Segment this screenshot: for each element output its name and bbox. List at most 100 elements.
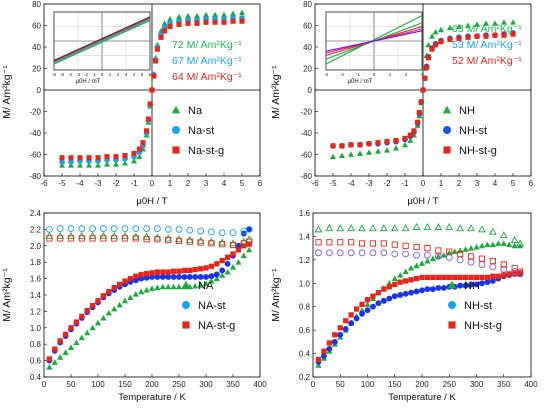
data-point: [342, 326, 349, 332]
data-point: [208, 240, 215, 247]
data-point: [375, 148, 381, 154]
data-point: [462, 282, 469, 289]
data-point: [484, 279, 491, 286]
data-point: [407, 132, 413, 138]
data-point: [165, 236, 172, 244]
legend-label: Na-st: [188, 125, 214, 137]
y-tick-label: 2.0: [30, 242, 42, 251]
data-point: [315, 249, 322, 257]
data-point: [158, 34, 164, 40]
y-tick-label: 80: [303, 0, 312, 9]
data-point: [484, 274, 491, 281]
data-point: [501, 19, 507, 25]
data-point: [194, 20, 200, 26]
inset-x-tick-label: -6: [52, 72, 56, 77]
data-point: [167, 16, 173, 22]
data-point: [370, 293, 376, 299]
data-point: [495, 240, 502, 246]
data-point: [402, 135, 408, 141]
data-point: [202, 280, 210, 286]
legend-marker-square: [172, 146, 180, 154]
data-point: [438, 39, 444, 45]
x-tick-label: 100: [91, 380, 105, 389]
data-point: [337, 331, 344, 338]
x-tick-label: 0: [150, 179, 155, 188]
saturation-annotation: 67 M/ Am²Kg⁻¹: [172, 55, 242, 67]
x-tick-label: 250: [172, 380, 186, 389]
inset-x-tick-label: -1: [356, 72, 360, 77]
legend-marker-square: [182, 321, 190, 329]
data-point: [474, 21, 480, 27]
inset-x-tick-label: -3: [324, 72, 328, 77]
data-point: [465, 34, 471, 40]
data-point: [154, 225, 161, 232]
data-point: [384, 139, 390, 145]
data-point: [84, 307, 90, 314]
data-point: [353, 315, 360, 322]
series-Na-st-g: [59, 18, 245, 161]
data-point: [468, 281, 474, 288]
data-point: [339, 143, 345, 149]
data-point: [203, 274, 209, 280]
data-point: [68, 325, 74, 331]
data-point: [467, 258, 475, 266]
data-point: [68, 155, 74, 161]
data-point: [246, 246, 253, 253]
data-point: [104, 161, 110, 167]
data-point: [348, 151, 354, 157]
data-point: [457, 282, 464, 289]
y-tick-label: 0: [308, 86, 313, 95]
data-point: [161, 20, 168, 26]
data-point: [154, 274, 161, 280]
data-point: [343, 318, 349, 324]
data-point: [380, 297, 387, 304]
data-point: [478, 255, 486, 262]
data-point: [154, 236, 161, 243]
data-point: [84, 329, 91, 336]
data-point: [393, 145, 399, 151]
data-point: [131, 150, 137, 156]
data-point: [435, 247, 442, 254]
x-tick-label: 100: [361, 380, 375, 389]
data-point: [440, 285, 447, 291]
data-point: [151, 73, 157, 79]
data-point: [419, 274, 425, 281]
data-point: [366, 149, 372, 155]
data-point: [456, 35, 462, 41]
data-point: [315, 362, 322, 368]
inset-x-tick-label: 0: [373, 72, 376, 77]
data-point: [187, 267, 193, 274]
data-point: [229, 229, 237, 237]
data-point: [425, 41, 432, 48]
data-point: [416, 110, 422, 116]
data-point: [89, 225, 96, 232]
data-point: [375, 140, 381, 146]
data-point: [320, 352, 327, 359]
data-point: [364, 307, 371, 314]
data-point: [359, 310, 365, 317]
data-point: [132, 225, 140, 232]
data-point: [325, 249, 333, 257]
x-tick-label: -4: [76, 179, 84, 188]
data-point: [230, 251, 236, 257]
x-tick-label: 0: [311, 380, 316, 389]
series-NH-st: [315, 270, 524, 365]
data-point: [164, 226, 172, 233]
data-point: [435, 274, 441, 281]
data-point: [197, 266, 204, 272]
x-tick-label: -3: [365, 179, 373, 188]
y-tick-label: 1.4: [299, 232, 311, 241]
saturation-annotation: 63 M/ Am²Kg⁻¹: [452, 23, 522, 35]
inset-x-tick-label: -2: [84, 72, 88, 77]
data-point: [94, 319, 102, 326]
data-point: [325, 224, 334, 232]
data-point: [326, 340, 332, 346]
data-point: [67, 225, 75, 232]
data-point: [456, 23, 462, 29]
data-point: [408, 289, 415, 296]
data-point: [207, 237, 216, 245]
data-point: [46, 226, 53, 233]
legend-label: NH: [459, 105, 475, 117]
data-point: [203, 19, 209, 25]
inset-x-tick-label: -2: [340, 72, 344, 77]
